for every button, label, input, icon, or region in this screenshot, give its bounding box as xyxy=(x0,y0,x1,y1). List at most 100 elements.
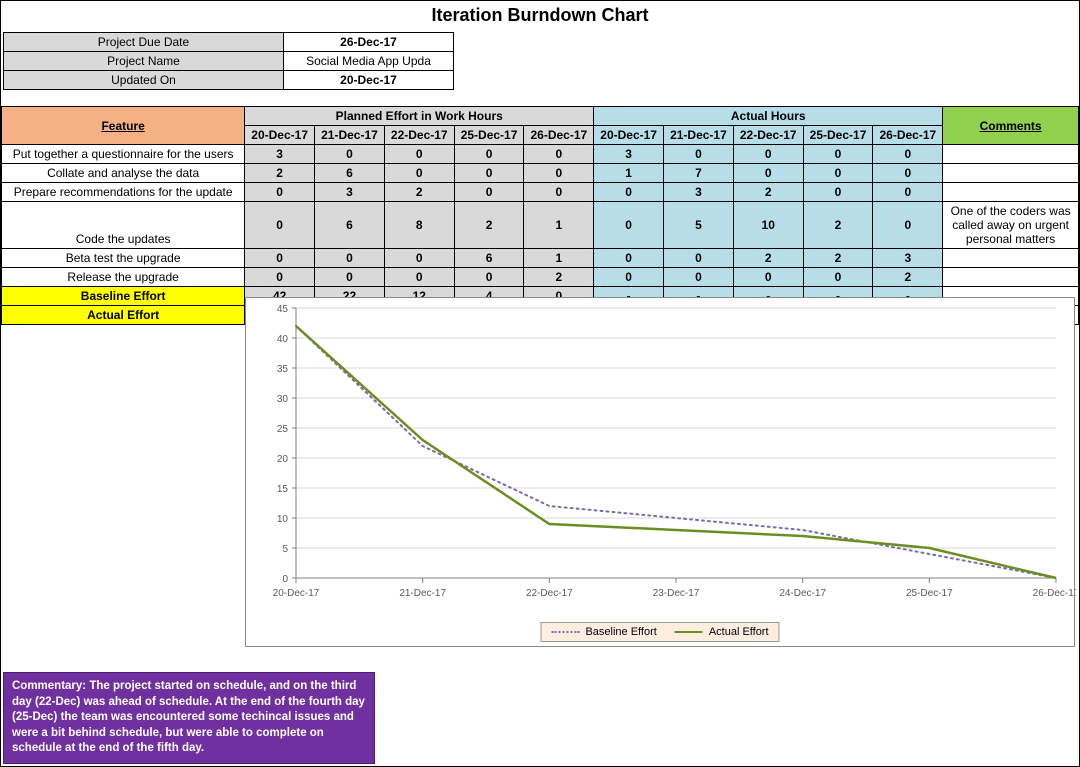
planned-cell[interactable]: 2 xyxy=(524,268,594,287)
feature-cell[interactable]: Collate and analyse the data xyxy=(2,164,245,183)
comment-cell[interactable] xyxy=(943,145,1079,164)
header-feature: Feature xyxy=(2,107,245,145)
comment-cell[interactable] xyxy=(943,268,1079,287)
actual-cell[interactable]: 2 xyxy=(803,249,873,268)
svg-text:25: 25 xyxy=(277,424,289,435)
legend-swatch-baseline xyxy=(551,631,579,633)
actual-cell[interactable]: 2 xyxy=(733,249,803,268)
comment-cell[interactable] xyxy=(943,249,1079,268)
planned-cell[interactable]: 0 xyxy=(454,164,524,183)
feature-cell[interactable]: Beta test the upgrade xyxy=(2,249,245,268)
svg-text:5: 5 xyxy=(282,544,288,555)
planned-cell[interactable]: 2 xyxy=(454,202,524,249)
actual-cell[interactable]: 0 xyxy=(873,202,943,249)
actual-cell[interactable]: 0 xyxy=(803,164,873,183)
feature-cell[interactable]: Code the updates xyxy=(2,202,245,249)
meta-table: Project Due Date 26-Dec-17 Project Name … xyxy=(3,32,454,90)
meta-due-label: Project Due Date xyxy=(4,33,284,52)
actual-cell[interactable]: 0 xyxy=(594,268,664,287)
legend-actual: Actual Effort xyxy=(675,626,769,638)
planned-cell[interactable]: 0 xyxy=(315,145,385,164)
actual-cell[interactable]: 0 xyxy=(733,145,803,164)
legend-baseline-label: Baseline Effort xyxy=(585,626,656,638)
planned-cell[interactable]: 0 xyxy=(245,183,315,202)
svg-text:20-Dec-17: 20-Dec-17 xyxy=(273,588,320,599)
actual-cell[interactable]: 0 xyxy=(873,164,943,183)
actual-cell[interactable]: 0 xyxy=(594,202,664,249)
planned-cell[interactable]: 0 xyxy=(384,268,454,287)
actual-cell[interactable]: 0 xyxy=(803,268,873,287)
planned-cell[interactable]: 0 xyxy=(245,249,315,268)
actual-cell[interactable]: 2 xyxy=(873,268,943,287)
summary-label: Actual Effort xyxy=(2,306,245,325)
actual-cell[interactable]: 3 xyxy=(594,145,664,164)
actual-cell[interactable]: 0 xyxy=(594,183,664,202)
actual-cell[interactable]: 0 xyxy=(664,145,734,164)
comment-cell[interactable] xyxy=(943,183,1079,202)
table-row: Put together a questionnaire for the use… xyxy=(2,145,1079,164)
planned-cell[interactable]: 0 xyxy=(245,202,315,249)
actual-cell[interactable]: 0 xyxy=(873,183,943,202)
actual-cell[interactable]: 0 xyxy=(594,249,664,268)
planned-cell[interactable]: 2 xyxy=(245,164,315,183)
planned-cell[interactable]: 6 xyxy=(315,202,385,249)
actual-cell[interactable]: 0 xyxy=(803,145,873,164)
svg-text:45: 45 xyxy=(277,304,289,315)
planned-cell[interactable]: 0 xyxy=(524,183,594,202)
actual-cell[interactable]: 0 xyxy=(873,145,943,164)
table-row: Release the upgrade0000200002 xyxy=(2,268,1079,287)
actual-cell[interactable]: 0 xyxy=(803,183,873,202)
planned-cell[interactable]: 0 xyxy=(384,145,454,164)
planned-cell[interactable]: 6 xyxy=(454,249,524,268)
planned-cell[interactable]: 0 xyxy=(454,145,524,164)
actual-cell[interactable]: 3 xyxy=(664,183,734,202)
planned-cell[interactable]: 6 xyxy=(315,164,385,183)
actual-cell[interactable]: 10 xyxy=(733,202,803,249)
feature-cell[interactable]: Prepare recommendations for the update xyxy=(2,183,245,202)
actual-cell[interactable]: 2 xyxy=(803,202,873,249)
planned-cell[interactable]: 0 xyxy=(384,249,454,268)
planned-cell[interactable]: 0 xyxy=(245,268,315,287)
table-row: Code the updates06821051020One of the co… xyxy=(2,202,1079,249)
planned-cell[interactable]: 0 xyxy=(524,145,594,164)
actual-cell[interactable]: 0 xyxy=(664,249,734,268)
header-date-actual: 25-Dec-17 xyxy=(803,126,873,145)
planned-cell[interactable]: 0 xyxy=(315,268,385,287)
meta-name-label: Project Name xyxy=(4,52,284,71)
actual-cell[interactable]: 3 xyxy=(873,249,943,268)
svg-text:0: 0 xyxy=(282,574,288,585)
chart-legend: Baseline Effort Actual Effort xyxy=(540,622,779,642)
planned-cell[interactable]: 1 xyxy=(524,202,594,249)
planned-cell[interactable]: 3 xyxy=(245,145,315,164)
planned-cell[interactable]: 0 xyxy=(315,249,385,268)
header-date-planned: 26-Dec-17 xyxy=(524,126,594,145)
page-title: Iteration Burndown Chart xyxy=(1,1,1079,32)
actual-cell[interactable]: 0 xyxy=(733,164,803,183)
planned-cell[interactable]: 8 xyxy=(384,202,454,249)
actual-cell[interactable]: 2 xyxy=(733,183,803,202)
actual-cell[interactable]: 7 xyxy=(664,164,734,183)
svg-text:15: 15 xyxy=(277,484,289,495)
planned-cell[interactable]: 1 xyxy=(524,249,594,268)
header-actual: Actual Hours xyxy=(594,107,943,126)
actual-cell[interactable]: 0 xyxy=(664,268,734,287)
comment-cell[interactable]: One of the coders was called away on urg… xyxy=(943,202,1079,249)
legend-baseline: Baseline Effort xyxy=(551,626,656,638)
feature-cell[interactable]: Put together a questionnaire for the use… xyxy=(2,145,245,164)
actual-cell[interactable]: 0 xyxy=(733,268,803,287)
header-comments: Comments xyxy=(943,107,1079,145)
legend-actual-label: Actual Effort xyxy=(709,626,769,638)
planned-cell[interactable]: 0 xyxy=(384,164,454,183)
planned-cell[interactable]: 2 xyxy=(384,183,454,202)
planned-cell[interactable]: 0 xyxy=(524,164,594,183)
actual-cell[interactable]: 5 xyxy=(664,202,734,249)
planned-cell[interactable]: 0 xyxy=(454,268,524,287)
planned-cell[interactable]: 3 xyxy=(315,183,385,202)
feature-cell[interactable]: Release the upgrade xyxy=(2,268,245,287)
comment-cell[interactable] xyxy=(943,164,1079,183)
actual-cell[interactable]: 1 xyxy=(594,164,664,183)
meta-name-value: Social Media App Upda xyxy=(284,52,454,71)
svg-text:26-Dec-17: 26-Dec-17 xyxy=(1033,588,1076,599)
header-date-actual: 20-Dec-17 xyxy=(594,126,664,145)
planned-cell[interactable]: 0 xyxy=(454,183,524,202)
